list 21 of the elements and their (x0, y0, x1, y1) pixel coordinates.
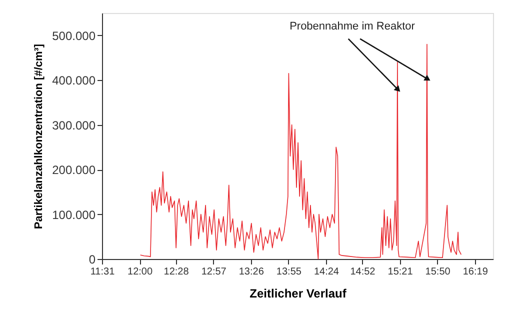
y-tick-label: 400.000 (52, 74, 96, 88)
y-tick-label: 100.000 (52, 208, 96, 222)
y-tick-label: 200.000 (52, 163, 96, 178)
x-tick-label: 15:50 (425, 266, 451, 278)
x-tick-label: 14:24 (314, 266, 340, 278)
x-tick-label: 13:55 (276, 266, 302, 278)
x-tick-label: 12:00 (128, 266, 153, 278)
annotation: Probennahme im Reaktor (290, 20, 416, 33)
x-tick-label: 11:31 (90, 266, 116, 278)
x-tick-label: 14:52 (350, 266, 376, 278)
x-tick-label: 12:28 (164, 266, 190, 278)
x-tick-label: 13:26 (238, 266, 264, 278)
y-axis-title: Partikelanzahlkonzentration [#/cm³] (33, 44, 46, 230)
x-tick-label: 12:57 (201, 266, 227, 278)
y-tick-label: 300.000 (52, 118, 96, 132)
y-tick-label: 500.000 (52, 28, 96, 43)
y-tick-label: 0 (88, 252, 96, 266)
line-series (140, 44, 462, 260)
x-tick-label: 16:19 (462, 266, 488, 278)
x-tick-label: 15:21 (388, 266, 414, 278)
x-axis-title: Zeitlicher Verlauf (250, 286, 348, 300)
